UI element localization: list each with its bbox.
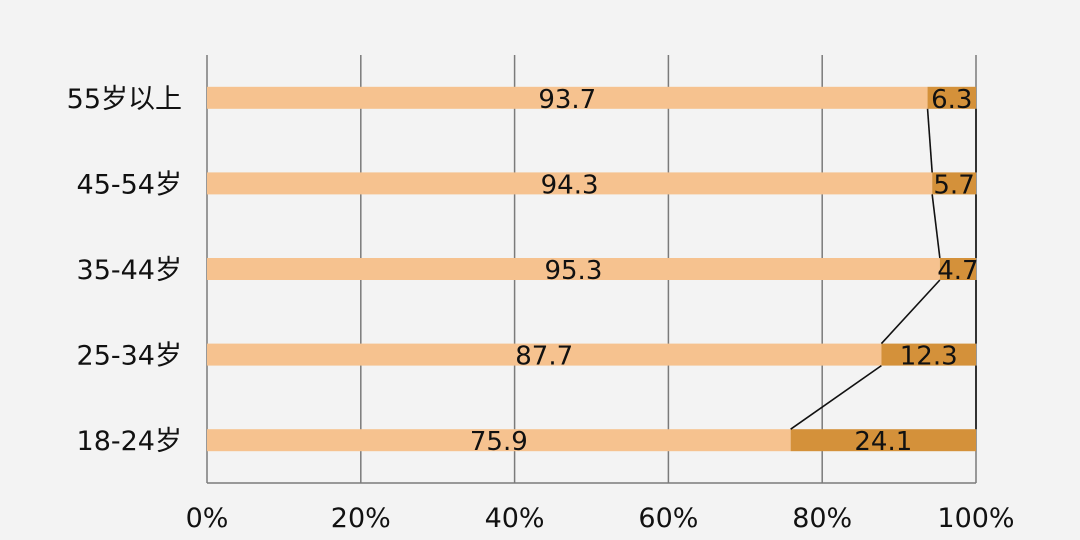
data-label: 12.3 [900,342,958,372]
x-tick-label: 80% [792,503,852,534]
bar-segment-1 [207,86,928,109]
x-tick-labels-layer: 0% 20% 40% 60% 80% 100% [186,503,1015,534]
data-label: 94.3 [541,170,599,200]
category-label: 18-24岁 [77,426,182,457]
bar-segment-1 [207,172,933,195]
x-tick-label: 20% [331,503,391,534]
category-label: 55岁以上 [67,84,182,115]
bar-segment-2 [927,86,976,109]
data-label: 93.7 [538,85,596,115]
series-lines-layer [790,108,977,430]
data-label: 4.7 [937,256,978,286]
x-tick-label: 100% [937,503,1014,534]
data-label: 87.7 [515,342,573,372]
category-labels-layer: 18-24岁 25-34岁 35-44岁 45-54岁 55岁以上 [67,84,182,457]
data-label: 5.7 [933,170,974,200]
bar-segment-2 [881,343,976,366]
series-line [880,279,941,345]
bar-segment-1 [207,343,882,366]
x-tick-label: 60% [638,503,698,534]
data-label: 95.3 [544,256,602,286]
bar-segment-2 [932,172,976,195]
category-label: 25-34岁 [77,341,182,372]
series-line [926,108,933,173]
data-label: 6.3 [931,85,972,115]
bars-layer [207,86,976,452]
category-label: 45-54岁 [77,169,182,200]
category-label: 35-44岁 [77,255,182,286]
series-line [790,364,882,430]
data-labels-layer: 75.9 24.1 87.7 12.3 95.3 4.7 94.3 5.7 93.7 6.3 [470,85,979,457]
data-label: 75.9 [470,427,528,457]
bar-segment-2 [939,258,976,280]
x-tick-label: 0% [186,503,229,534]
bar-segment-2 [790,429,976,452]
x-tick-label: 40% [485,503,545,534]
data-label: 24.1 [854,427,912,457]
bar-segment-1 [207,258,940,280]
bar-segment-1 [207,429,791,452]
series-line [931,194,941,259]
